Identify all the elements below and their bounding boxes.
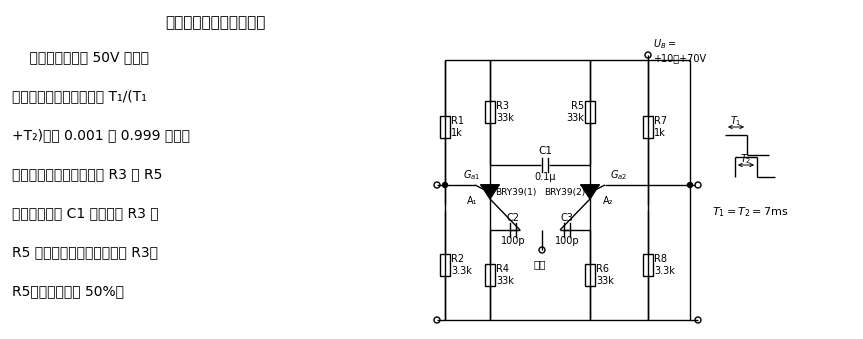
Text: 节。这可以通过适当选择 R3 和 R5: 节。这可以通过适当选择 R3 和 R5	[12, 167, 162, 181]
Bar	[440, 116, 450, 138]
Text: +T₂)可从 0.001 至 0.999 连续调: +T₂)可从 0.001 至 0.999 连续调	[12, 128, 190, 142]
Bar	[485, 264, 495, 286]
Text: BRY39(1): BRY39(1)	[495, 188, 537, 198]
Text: C1: C1	[538, 146, 552, 156]
Text: $U_B=$
+10～+70V: $U_B=$ +10～+70V	[653, 37, 706, 63]
Text: C2: C2	[507, 213, 520, 223]
Bar	[585, 101, 595, 123]
Text: R7
1k: R7 1k	[654, 116, 667, 138]
Text: R8
3.3k: R8 3.3k	[654, 254, 675, 276]
Bar	[440, 254, 450, 276]
Text: 100p: 100p	[501, 236, 526, 246]
Text: $T_1 = T_2 = 7$ms: $T_1 = T_2 = 7$ms	[712, 205, 788, 219]
Bar	[585, 264, 595, 286]
Text: $G_{a1}$: $G_{a1}$	[463, 168, 481, 182]
Text: 脉冲，适当设计其占空比 T₁/(T₁: 脉冲，适当设计其占空比 T₁/(T₁	[12, 89, 147, 103]
Text: R1
1k: R1 1k	[451, 116, 464, 138]
Text: R4
33k: R4 33k	[496, 264, 513, 286]
Circle shape	[443, 182, 448, 187]
Text: A₂: A₂	[603, 196, 614, 206]
Text: C3: C3	[561, 213, 573, 223]
Text: 100p: 100p	[555, 236, 579, 246]
Circle shape	[688, 182, 692, 187]
Bar	[643, 116, 653, 138]
Polygon shape	[481, 185, 499, 199]
Bar	[485, 101, 495, 123]
Text: R3
33k: R3 33k	[496, 101, 513, 123]
Text: 来实现。电容 C1 以及电阻 R3 和: 来实现。电容 C1 以及电阻 R3 和	[12, 206, 159, 220]
Text: $T_2$: $T_2$	[740, 152, 752, 166]
Text: BRY39(2): BRY39(2)	[544, 188, 585, 198]
Text: R5，则占空比为 50%。: R5，则占空比为 50%。	[12, 284, 124, 298]
Text: $T_1$: $T_1$	[730, 114, 742, 128]
Bar	[643, 254, 653, 276]
Polygon shape	[581, 185, 599, 199]
Text: 0.1μ: 0.1μ	[534, 172, 556, 182]
Text: 电路可产生高达 50V 的矩形: 电路可产生高达 50V 的矩形	[12, 50, 149, 64]
Text: 同步: 同步	[533, 259, 546, 269]
Text: $G_{a2}$: $G_{a2}$	[610, 168, 627, 182]
Text: A₁: A₁	[467, 196, 477, 206]
Text: R2
3.3k: R2 3.3k	[451, 254, 472, 276]
Text: R5 决定频率的高低。图中取 R3＝: R5 决定频率的高低。图中取 R3＝	[12, 245, 158, 259]
Text: 采用晶闸管的多谐振荡器: 采用晶闸管的多谐振荡器	[165, 15, 265, 30]
Text: R5
33k: R5 33k	[566, 101, 584, 123]
Text: R6
33k: R6 33k	[596, 264, 614, 286]
